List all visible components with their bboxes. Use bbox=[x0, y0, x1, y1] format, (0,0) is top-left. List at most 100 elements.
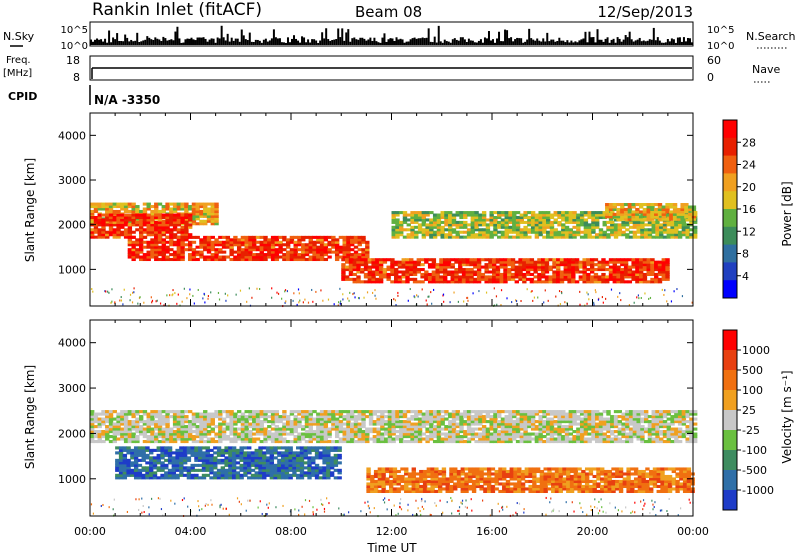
heatmap-cell bbox=[659, 233, 664, 237]
heatmap-cell bbox=[635, 270, 640, 274]
heatmap-cell bbox=[497, 432, 502, 436]
heatmap-cell bbox=[394, 277, 399, 281]
heatmap-cell bbox=[548, 277, 553, 281]
heatmap-cell bbox=[455, 440, 460, 444]
heatmap-cell bbox=[598, 425, 604, 429]
heatmap-cell bbox=[537, 263, 542, 267]
heatmap-cell bbox=[661, 270, 666, 274]
heatmap-cell bbox=[414, 412, 419, 416]
heatmap-cell bbox=[514, 272, 519, 276]
heatmap-cell bbox=[451, 215, 457, 220]
heatmap-cell bbox=[342, 432, 347, 436]
heatmap-cell bbox=[157, 435, 163, 439]
heatmap-cell bbox=[331, 243, 336, 247]
heatmap-cell bbox=[376, 422, 381, 426]
heatmap-cell bbox=[229, 410, 234, 414]
heatmap-cell bbox=[485, 440, 491, 444]
heatmap-cell bbox=[514, 280, 519, 284]
heatmap-cell bbox=[417, 218, 423, 222]
heatmap-cell bbox=[165, 245, 170, 249]
heatmap-cell bbox=[553, 420, 558, 424]
heatmap-cell bbox=[598, 437, 604, 441]
heatmap-cell bbox=[225, 235, 231, 239]
heatmap-cell bbox=[610, 230, 615, 234]
heatmap-cell bbox=[621, 435, 626, 439]
heatmap-cell bbox=[666, 228, 671, 232]
heatmap-cell bbox=[522, 280, 527, 284]
heatmap-cell bbox=[662, 230, 668, 234]
heatmap-cell bbox=[409, 270, 414, 274]
heatmap-cell bbox=[523, 437, 528, 441]
heatmap-cell bbox=[135, 417, 140, 421]
nsky-bar bbox=[580, 39, 583, 45]
heatmap-cell bbox=[530, 420, 536, 424]
heatmap-cell bbox=[195, 250, 200, 254]
heatmap-cell bbox=[270, 410, 276, 414]
heatmap-cell bbox=[165, 437, 170, 441]
heatmap-cell bbox=[282, 440, 287, 444]
heatmap-cell bbox=[492, 275, 497, 279]
heatmap-cell bbox=[425, 223, 430, 227]
heatmap-cell bbox=[233, 238, 238, 242]
nsky-bar bbox=[437, 25, 440, 45]
heatmap-cell bbox=[146, 253, 151, 257]
heatmap-cell bbox=[165, 410, 170, 414]
heatmap-cell bbox=[391, 412, 396, 416]
nsky-bar bbox=[556, 40, 559, 45]
scatter-cell bbox=[649, 296, 652, 299]
heatmap-cell bbox=[348, 270, 354, 274]
heatmap-cell bbox=[455, 225, 460, 229]
nsky-bar bbox=[528, 28, 531, 45]
heatmap-cell bbox=[165, 412, 170, 416]
heatmap-cell bbox=[180, 215, 185, 220]
heatmap-cell bbox=[157, 415, 163, 419]
heatmap-cell bbox=[293, 425, 298, 429]
nsky-bar bbox=[381, 37, 384, 45]
heatmap-cell bbox=[297, 440, 302, 444]
heatmap-cell bbox=[478, 218, 483, 222]
heatmap-cell bbox=[120, 420, 125, 424]
heatmap-cell bbox=[352, 268, 357, 272]
heatmap-cell bbox=[154, 440, 159, 444]
heatmap-cell bbox=[621, 440, 626, 444]
heatmap-cell bbox=[522, 260, 527, 264]
heatmap-cell bbox=[146, 257, 151, 262]
heatmap-cell bbox=[587, 235, 592, 239]
heatmap-cell bbox=[425, 437, 430, 441]
heatmap-cell bbox=[221, 250, 227, 254]
heatmap-cell bbox=[308, 235, 313, 239]
heatmap-cell bbox=[595, 440, 600, 444]
heatmap-cell bbox=[142, 213, 148, 217]
scatter-cell bbox=[354, 296, 356, 299]
scatter-cell bbox=[493, 287, 495, 290]
cpid-value: N/A -3350 bbox=[94, 93, 160, 107]
heatmap-cell bbox=[297, 240, 302, 244]
heatmap-cell bbox=[135, 209, 140, 214]
heatmap-cell bbox=[368, 412, 374, 416]
heatmap-cell bbox=[579, 213, 585, 217]
heatmap-cell bbox=[382, 260, 388, 264]
heatmap-cell bbox=[680, 207, 685, 211]
heatmap-cell bbox=[451, 410, 457, 414]
heatmap-cell bbox=[427, 265, 433, 269]
heatmap-cell bbox=[425, 213, 430, 217]
heatmap-cell bbox=[138, 238, 144, 242]
heatmap-cell bbox=[172, 257, 178, 262]
heatmap-cell bbox=[684, 215, 689, 219]
heatmap-cell bbox=[334, 425, 340, 429]
heatmap-cell bbox=[655, 415, 660, 419]
scatter-cell bbox=[217, 291, 220, 294]
heatmap-cell bbox=[308, 248, 313, 252]
heatmap-cell bbox=[90, 205, 95, 209]
heatmap-cell bbox=[616, 212, 621, 216]
heatmap-cell bbox=[218, 432, 223, 436]
heatmap-cell bbox=[670, 430, 675, 434]
heatmap-cell bbox=[191, 253, 197, 257]
heatmap-cell bbox=[267, 255, 272, 259]
heatmap-cell bbox=[93, 432, 99, 436]
heatmap-cell bbox=[297, 412, 302, 416]
heatmap-cell bbox=[150, 417, 155, 421]
heatmap-cell bbox=[625, 233, 630, 237]
heatmap-cell bbox=[572, 215, 577, 220]
